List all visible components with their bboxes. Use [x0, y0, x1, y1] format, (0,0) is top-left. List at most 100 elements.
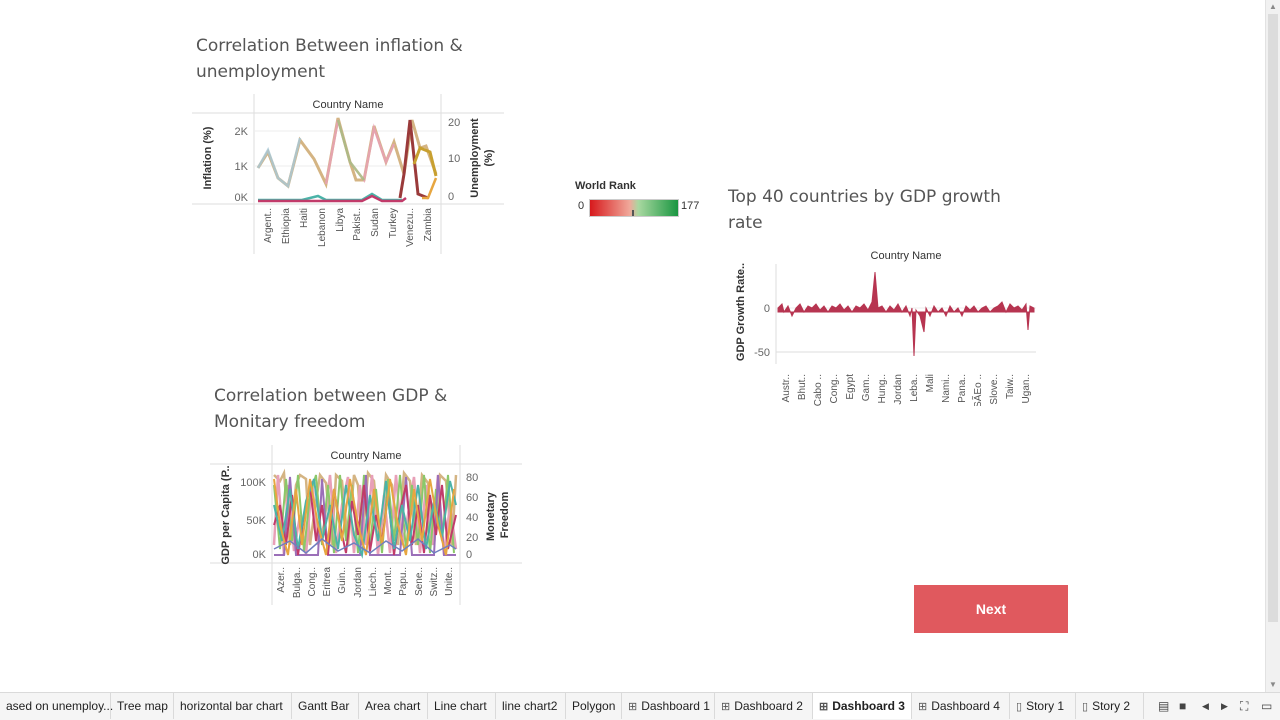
- chart3-header: Country Name: [331, 450, 402, 462]
- tab-label: Gantt Bar: [298, 699, 350, 713]
- chart1-x-label: Sudan: [370, 208, 381, 237]
- tab-polygon[interactable]: Polygon: [566, 693, 622, 719]
- scroll-down-icon[interactable]: ▼: [1269, 680, 1277, 689]
- world-rank-legend-title: World Rank: [575, 180, 636, 192]
- chart1-x-label: Venezu..: [405, 208, 416, 247]
- dashboard-icon: ⊞: [721, 701, 731, 713]
- chart1-x-label: Lebanon: [317, 208, 328, 247]
- gdp-growth-chart[interactable]: Country Name 0 -50 GDP Growth Rate.. Aus…: [730, 246, 1040, 406]
- tab-next-icon[interactable]: ▶: [1221, 701, 1228, 711]
- chart3-left-tick: 0K: [253, 549, 267, 561]
- chart2-x-label: Bhut..: [797, 374, 808, 400]
- chart3-right-tick: 80: [466, 472, 478, 484]
- tab-tree-map[interactable]: Tree map: [111, 693, 174, 719]
- chart3-x-label: Liech..: [368, 567, 379, 596]
- fullscreen-icon[interactable]: ⛶: [1240, 699, 1249, 713]
- chart3-line: [273, 478, 457, 559]
- chart1-line: [258, 194, 407, 203]
- chart2-x-labels: Austr.. Bhut.. Cabo .. Cong.. Egypt Gam.…: [781, 374, 1032, 406]
- chart3-dense-lines: [272, 468, 458, 559]
- chart1-line: [336, 119, 365, 181]
- tab-dashboard-1[interactable]: ⊞ Dashboard 1: [622, 693, 715, 719]
- chart2-x-label: Egypt: [845, 374, 856, 400]
- chart3-x-labels: Azer.. Bulga.. Cong.. Eritrea Guin.. Jor…: [276, 567, 455, 599]
- chart1-line: [256, 137, 302, 189]
- world-rank-marker: [632, 210, 634, 216]
- tab-dashboard-3[interactable]: ⊞ Dashboard 3: [813, 693, 912, 719]
- world-rank-color-scale[interactable]: [589, 199, 679, 217]
- chart3-ylabel-left: GDP per Capita (P..: [220, 465, 232, 564]
- gdp-monetary-freedom-chart[interactable]: Country Name 100K 50K 0K 80 60 40 20 0 G…: [210, 445, 522, 605]
- chart2-tick: -50: [754, 347, 770, 359]
- world-rank-legend-min: 0: [578, 200, 585, 212]
- tab-dashboard-2[interactable]: ⊞ Dashboard 2: [715, 693, 813, 719]
- tab-label: Story 2: [1092, 699, 1131, 713]
- scrollbar-thumb[interactable]: [1268, 14, 1278, 622]
- story-icon: ▯: [1016, 701, 1023, 713]
- chart1-ylabel-right: Unemployment (%): [469, 118, 495, 198]
- chart2-x-label: Taiw..: [1005, 374, 1016, 399]
- chart3-right-tick: 40: [466, 512, 478, 524]
- tab-prev-icon[interactable]: ◀: [1202, 701, 1209, 711]
- inflation-unemployment-chart[interactable]: Country Name 2K 1K 0K 20 10 0 Inflation …: [192, 94, 504, 254]
- chart2-x-label: Cabo ..: [813, 374, 824, 406]
- chart1-line: [422, 177, 438, 200]
- chart2-x-label: Gam..: [861, 374, 872, 401]
- tab-label: Tree map: [117, 699, 168, 713]
- scroll-up-icon[interactable]: ▲: [1269, 2, 1277, 11]
- tab-gantt-bar[interactable]: Gantt Bar: [292, 693, 359, 719]
- next-button[interactable]: Next: [914, 585, 1068, 633]
- tab-list-icon[interactable]: ▤: [1158, 699, 1170, 713]
- tab-label: Line chart: [434, 699, 487, 713]
- chart2-x-label: Ugan..: [1021, 374, 1032, 403]
- tab-dashboard-4[interactable]: ⊞ Dashboard 4: [912, 693, 1010, 719]
- chart2-title: Top 40 countries by GDP growth rate: [728, 184, 1001, 236]
- chart1-right-tick: 10: [448, 153, 460, 165]
- chart3-title-line2: Monitary freedom: [214, 412, 366, 432]
- chart3-ylabel-right: Monetary Freedom: [485, 489, 511, 541]
- chart3-ylabel-right-1: Monetary: [485, 491, 497, 541]
- tab-label: Dashboard 1: [641, 699, 710, 713]
- presentation-icon[interactable]: ▭: [1261, 699, 1273, 713]
- tab-line-chart[interactable]: Line chart: [428, 693, 496, 719]
- tab-horizontal-bar-chart[interactable]: horizontal bar chart: [174, 693, 292, 719]
- chart2-x-label: Jordan: [893, 374, 904, 405]
- chart1-x-label: Pakist..: [352, 208, 363, 241]
- tab-story-1[interactable]: ▯ Story 1: [1010, 693, 1076, 719]
- tab-unemployment[interactable]: ased on unemploy...: [0, 693, 114, 719]
- chart3-x-label: Sene..: [414, 567, 425, 596]
- tab-line-chart2[interactable]: line chart2: [496, 693, 566, 719]
- chart1-left-tick: 1K: [235, 161, 249, 173]
- tab-grid-icon[interactable]: ■: [1179, 699, 1187, 713]
- chart3-x-label: Guin..: [337, 567, 348, 594]
- story-icon: ▯: [1082, 701, 1089, 713]
- vertical-scrollbar[interactable]: ▲ ▼: [1265, 0, 1280, 692]
- chart1-x-labels: Argent.. Ethiopia Haiti Lebanon Libya Pa…: [263, 208, 434, 247]
- chart3-x-label: Papu..: [398, 567, 409, 596]
- chart3-x-label: Eritrea: [322, 567, 333, 597]
- dashboard-icon: ⊞: [628, 701, 638, 713]
- tab-area-chart[interactable]: Area chart: [359, 693, 428, 719]
- chart3-x-label: Unite..: [444, 567, 455, 596]
- chart2-ylabel: GDP Growth Rate..: [735, 263, 747, 361]
- chart1-right-tick: 0: [448, 191, 454, 203]
- chart2-title-line2: rate: [728, 213, 763, 233]
- chart2-x-label: Pana..: [957, 374, 968, 403]
- chart2-x-label: Cong..: [829, 374, 840, 403]
- chart3-title: Correlation between GDP & Monitary freed…: [214, 383, 447, 435]
- chart3-right-tick: 60: [466, 492, 478, 504]
- chart3-line: [273, 478, 455, 556]
- chart1-title-line2: unemployment: [196, 62, 326, 82]
- chart3-left-tick: 50K: [246, 515, 266, 527]
- chart3-x-label: Cong..: [307, 567, 318, 596]
- gdp-growth-area: [777, 271, 1035, 357]
- world-rank-legend-max: 177: [681, 200, 700, 212]
- chart3-x-label: Jordan: [353, 567, 364, 598]
- dashboard-icon: ⊞: [918, 701, 928, 713]
- tab-story-2[interactable]: ▯ Story 2: [1076, 693, 1144, 719]
- chart1-x-label: Zambia: [423, 208, 434, 242]
- tab-label: Dashboard 2: [734, 699, 803, 713]
- chart1-left-tick: 0K: [235, 192, 249, 204]
- tab-label: ased on unemploy...: [6, 699, 114, 713]
- chart3-right-tick: 0: [466, 549, 472, 561]
